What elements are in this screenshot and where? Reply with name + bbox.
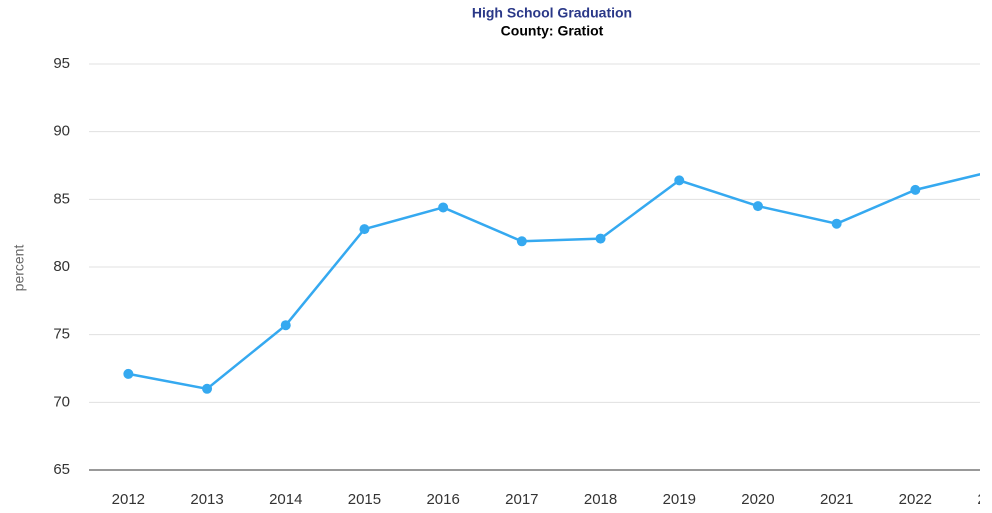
x-tick-label: 2017	[505, 491, 538, 508]
point	[438, 202, 449, 213]
point	[910, 184, 921, 195]
point	[831, 218, 842, 229]
point	[516, 236, 527, 247]
x-tick-label: 2013	[190, 491, 223, 508]
y-tick-label: 95	[53, 55, 70, 72]
point	[752, 201, 763, 212]
point	[595, 233, 606, 244]
point	[674, 175, 685, 186]
plot-area: 2012 2013 2014 2015 2016 2017 2018 2019 2020 2021…	[89, 63, 992, 508]
x-tick-label: 2019	[663, 491, 696, 508]
y-tick-label: 85	[53, 190, 70, 207]
line	[128, 173, 980, 391]
y-tick-label: 70	[53, 393, 70, 410]
x-tick-label: 2022	[899, 491, 932, 508]
y-tick-label: 75	[53, 326, 70, 343]
x-tick-label: 2012	[112, 491, 145, 508]
point	[280, 320, 291, 331]
y-axis-label: percent	[11, 245, 27, 292]
y-tick-label: 65	[53, 461, 70, 478]
point	[123, 368, 134, 379]
point	[359, 224, 370, 235]
y-tick-label: 90	[53, 123, 70, 140]
x-tick-label: 2015	[348, 491, 381, 508]
chart-title: High School Graduation	[472, 5, 632, 21]
x-tick-label: 2021	[820, 491, 853, 508]
x-tick-label: 2016	[426, 491, 459, 508]
point	[202, 383, 213, 394]
x-tick-label: 2023	[977, 491, 992, 508]
x-tick-label: 2018	[584, 491, 617, 508]
y-tick-label: 80	[53, 258, 70, 275]
chart-subtitle: County: Gratiot	[501, 23, 604, 39]
x-tick-label: 2020	[741, 491, 774, 508]
x-tick-label: 2014	[269, 491, 302, 508]
